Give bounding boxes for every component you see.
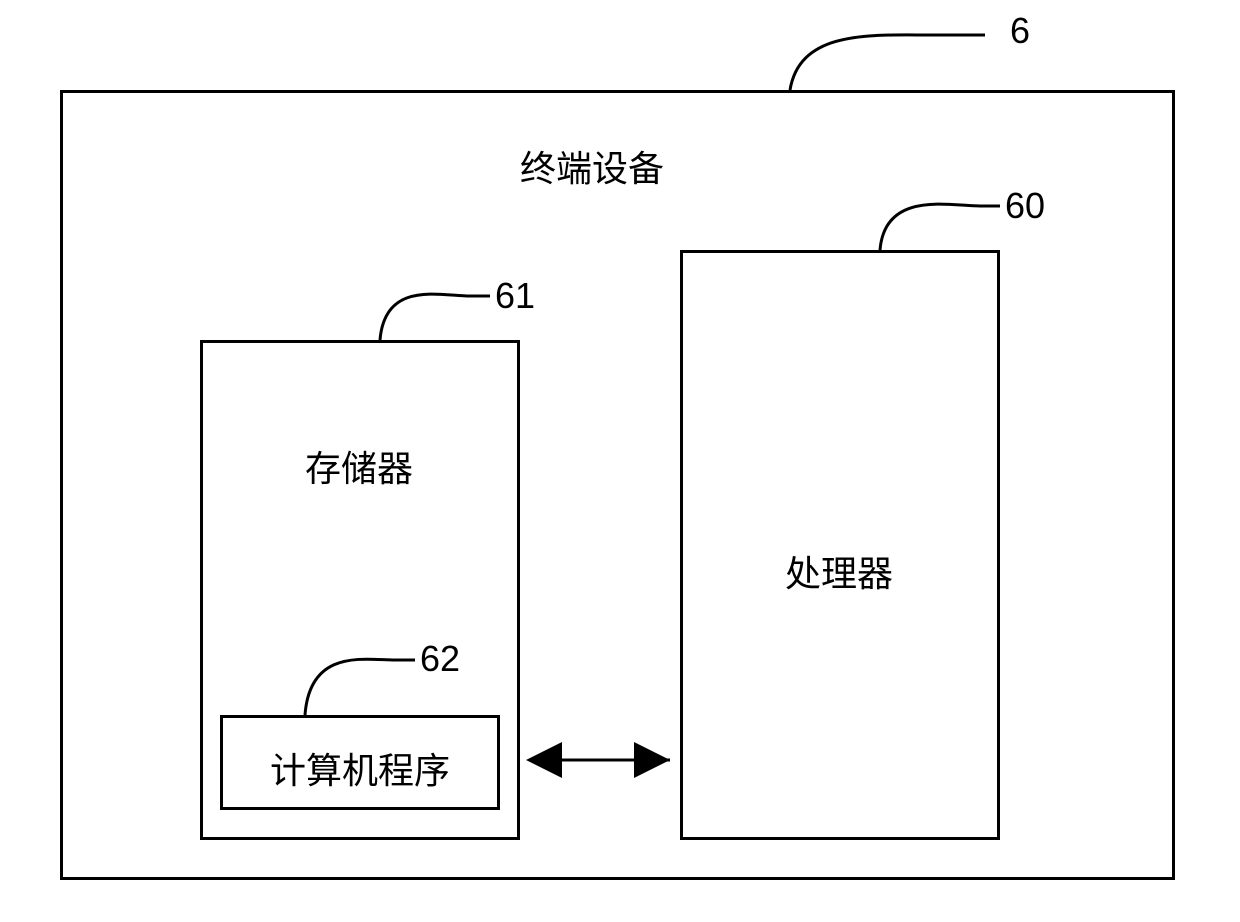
terminal-device-diagram: 终端设备 存储器 处理器 计算机程序 6 61 60 62 xyxy=(0,0,1240,922)
ref-outer: 6 xyxy=(1010,10,1030,52)
callout-curves xyxy=(0,0,1240,922)
ref-processor: 60 xyxy=(1005,185,1045,227)
ref-program: 62 xyxy=(420,638,460,680)
ref-memory: 61 xyxy=(495,275,535,317)
